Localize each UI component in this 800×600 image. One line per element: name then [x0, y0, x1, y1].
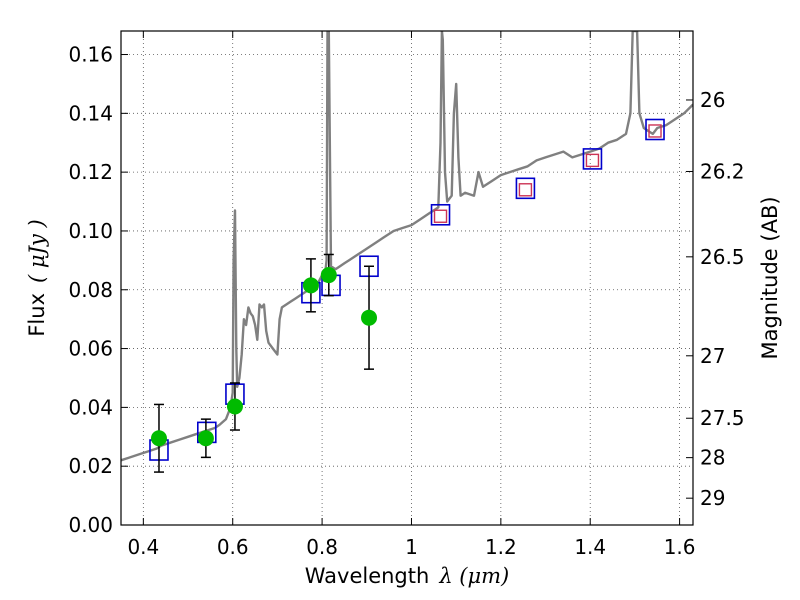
y2-tick-label: 26.2: [700, 159, 745, 183]
y2-axis-label: Magnitude (AB): [758, 196, 782, 359]
observed-point: [361, 309, 378, 326]
x-tick-label: 0.6: [217, 535, 249, 559]
plot-content: [121, 31, 693, 473]
y2-tick-label: 27.5: [700, 406, 745, 430]
observed-point: [302, 277, 319, 294]
y-tick-label: 0.08: [68, 278, 113, 302]
y-tick-label: 0.00: [68, 513, 113, 537]
axis-ticks: 0.4 0.6 0.8 1 1.2 1.4 1.6 0.00 0.02 0.04 0.06 0.08 0…: [68, 31, 745, 559]
observed-point: [150, 430, 167, 447]
spectrum-line: [121, 31, 693, 462]
observed-point: [320, 267, 337, 284]
y2-tick-label: 29: [700, 486, 725, 510]
observed-point: [226, 398, 243, 415]
model-box: [430, 203, 451, 226]
y2-tick-label: 26: [700, 88, 725, 112]
y2-tick-label: 27: [700, 344, 725, 368]
y-axis-label: Flux( μJy ): [25, 219, 49, 336]
plot-area: [121, 31, 693, 473]
plot-frame: [120, 30, 694, 526]
x-tick-label: 1.2: [485, 535, 517, 559]
x-tick-label: 0.4: [127, 535, 159, 559]
x-tick-label: 1.6: [664, 535, 696, 559]
y-tick-label: 0.14: [68, 101, 113, 125]
model-box-inner: [518, 183, 533, 197]
observed-point: [197, 430, 214, 447]
x-tick-label: 1.4: [574, 535, 606, 559]
y-tick-label: 0.06: [68, 337, 113, 361]
y-tick-label: 0.02: [68, 454, 113, 478]
model-box-inner: [648, 124, 662, 138]
y-tick-label: 0.16: [68, 43, 113, 67]
x-tick-label: 1: [405, 535, 418, 559]
model-box-inner: [433, 209, 448, 223]
x-tick-label: 0.8: [306, 535, 338, 559]
model-box: [582, 148, 603, 170]
model-box: [515, 177, 536, 200]
model-box-inner: [585, 153, 600, 168]
y2-tick-label: 26.5: [700, 245, 745, 269]
grid-lines: [121, 31, 693, 526]
x-axis-label: Wavelength λ (μm): [305, 564, 510, 588]
y2-tick-label: 28: [700, 446, 725, 470]
y-tick-label: 0.10: [68, 219, 113, 243]
model-box: [645, 118, 665, 141]
y-tick-label: 0.04: [68, 395, 113, 419]
y-tick-label: 0.12: [68, 160, 113, 184]
